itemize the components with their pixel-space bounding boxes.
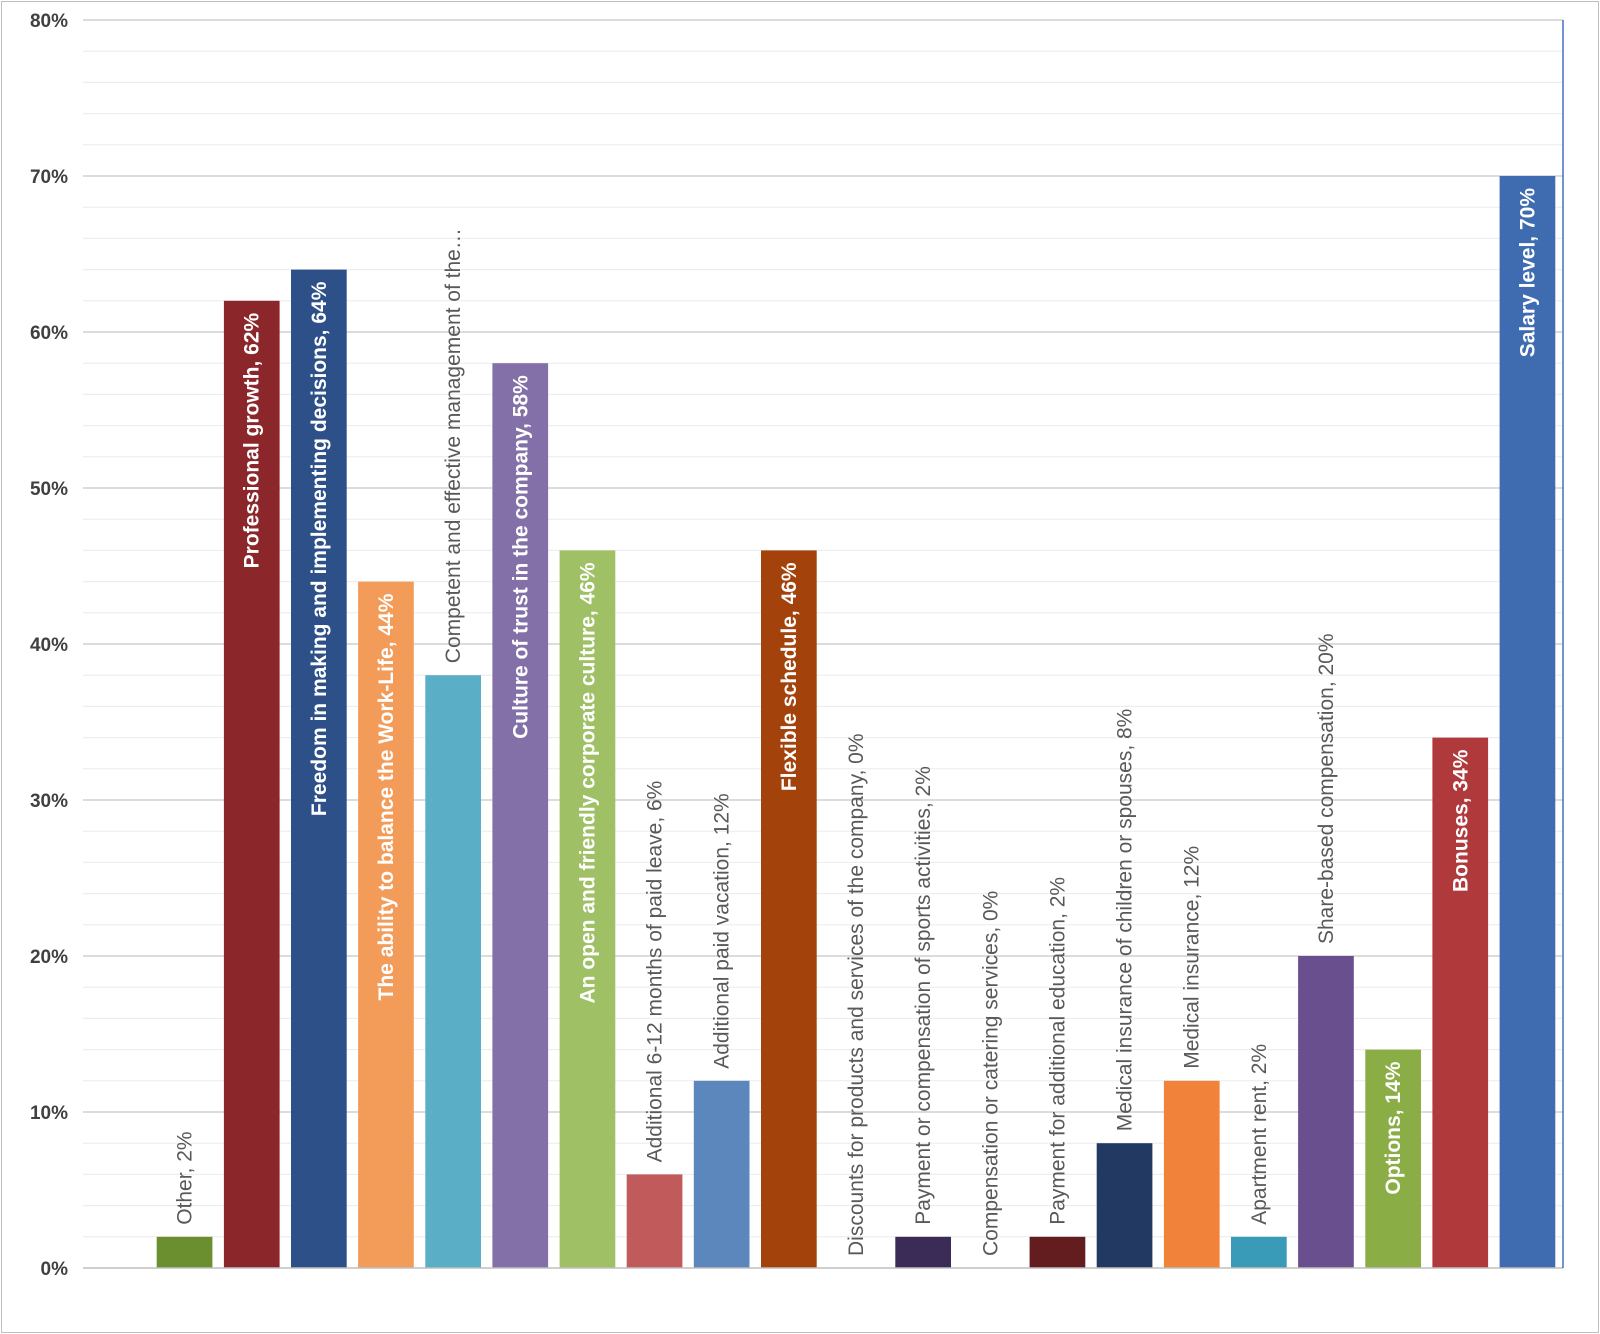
y-tick-label: 0%	[41, 1259, 69, 1280]
bar	[1096, 1143, 1153, 1268]
bar	[156, 1236, 213, 1268]
y-tick-label: 30%	[30, 791, 68, 812]
bar	[492, 363, 549, 1268]
y-tick-label: 80%	[30, 11, 68, 32]
axes	[83, 20, 1564, 1269]
bar	[1365, 1049, 1421, 1268]
data-label: An open and friendly corporate culture, …	[576, 562, 599, 1003]
data-label: Additional paid vacation, 12%	[711, 793, 734, 1069]
bar	[559, 550, 616, 1268]
data-label: Compensation or catering services, 0%	[979, 891, 1002, 1256]
data-label: Discounts for products and services of t…	[845, 733, 868, 1256]
y-tick-label: 40%	[30, 635, 68, 656]
bar	[358, 581, 414, 1268]
data-label: Payment or compensation of sports activi…	[912, 766, 935, 1225]
data-label: Options, 14%	[1382, 1061, 1405, 1194]
y-tick-label: 20%	[30, 947, 68, 968]
bar	[693, 1080, 750, 1268]
data-label: Culture of trust in the company, 58%	[509, 375, 532, 739]
data-label: Medical insurance, 12%	[1181, 846, 1204, 1069]
bar	[1163, 1080, 1220, 1268]
y-tick-label: 10%	[30, 1103, 68, 1124]
bar	[1029, 1236, 1086, 1268]
data-label: Bonuses, 34%	[1449, 749, 1472, 892]
data-label: Payment for additional education, 2%	[1046, 877, 1069, 1225]
bar	[1298, 956, 1354, 1268]
bar	[895, 1236, 951, 1268]
bar	[626, 1174, 683, 1268]
bar	[1231, 1236, 1287, 1268]
data-label: Professional growth, 62%	[241, 312, 264, 568]
bars	[156, 176, 1556, 1269]
bar	[425, 675, 481, 1268]
y-tick-label: 70%	[30, 167, 68, 188]
data-label: The ability to balance the Work-Life, 44…	[375, 593, 398, 1000]
bar	[1499, 176, 1556, 1268]
bar	[761, 550, 817, 1268]
data-label: Flexible schedule, 46%	[778, 562, 801, 791]
data-label: Salary level, 70%	[1516, 188, 1539, 358]
y-axis-tick-labels: 0% 10% 20% 30% 40% 50% 60% 70% 80%	[30, 11, 68, 1280]
data-label: Medical insurance of children or spouses…	[1114, 709, 1137, 1132]
y-tick-label: 60%	[30, 323, 68, 344]
data-label: Share-based compensation, 20%	[1315, 633, 1338, 944]
data-labels: Other, 2% Professional growth, 62% Freedom…	[174, 188, 1540, 1256]
data-label: Competent and effective management of th…	[442, 228, 465, 663]
bar	[223, 300, 280, 1268]
y-tick-label: 50%	[30, 479, 68, 500]
data-label: Other, 2%	[174, 1131, 197, 1224]
data-label: Apartment rent, 2%	[1248, 1044, 1271, 1225]
data-label: Additional 6-12 months of paid leave, 6%	[644, 781, 667, 1163]
data-label: Freedom in making and implementing decis…	[308, 281, 331, 816]
bar	[291, 269, 347, 1269]
bar	[1432, 737, 1489, 1268]
